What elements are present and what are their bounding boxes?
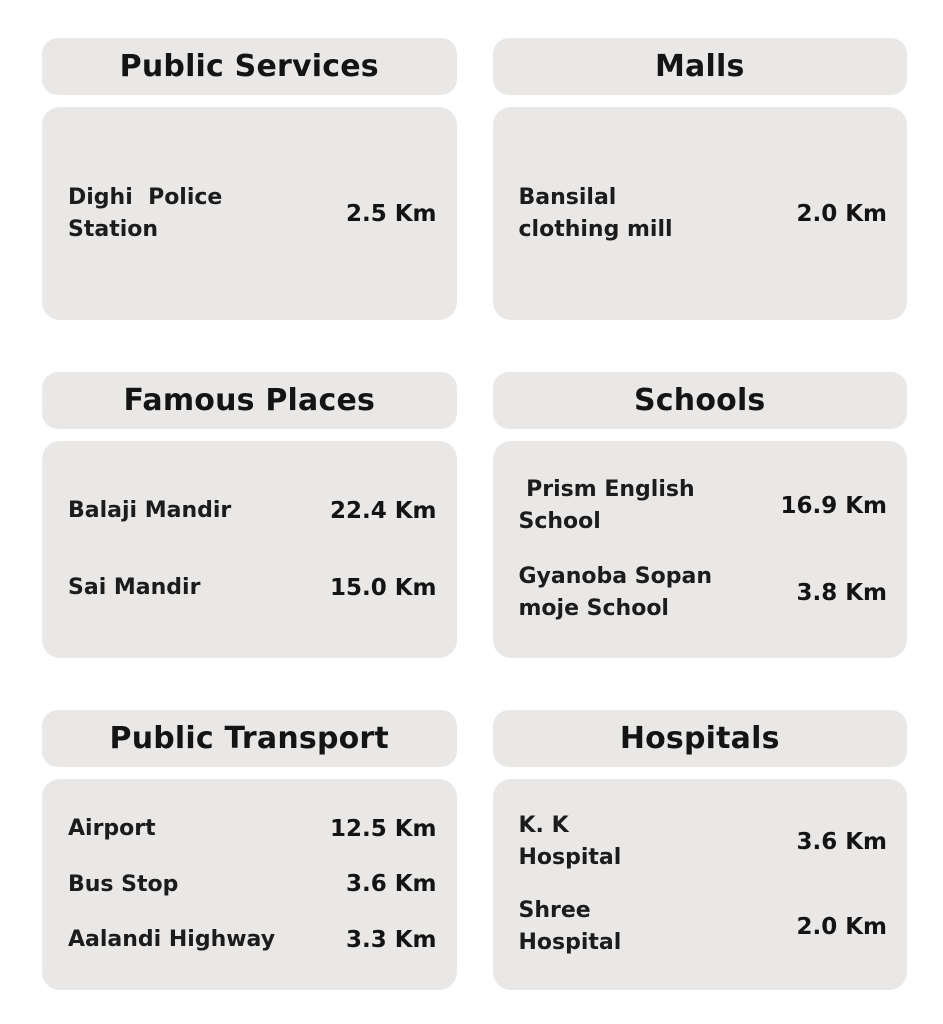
- place-name: Shree Hospital: [518, 898, 622, 955]
- section-header-hospitals: Hospitals: [492, 710, 907, 767]
- place-name: Prism English School: [518, 477, 695, 535]
- place-distance: 12.5 Km: [329, 815, 437, 842]
- place-row: Aalandi Highway 3.3 Km: [68, 924, 437, 956]
- place-distance: 16.9 Km: [780, 493, 887, 520]
- place-name: Sai Mandir: [68, 574, 201, 600]
- place-distance: 3.3 Km: [345, 927, 437, 954]
- place-row: Shree Hospital 2.0 Km: [519, 895, 888, 959]
- section-title: Malls: [654, 49, 745, 84]
- place-distance: 2.5 Km: [345, 200, 437, 227]
- place-distance: 3.8 Km: [796, 579, 887, 606]
- section-title: Public Services: [119, 49, 379, 84]
- place-distance: 2.0 Km: [796, 200, 887, 227]
- place-name: Aalandi Highway: [68, 927, 276, 953]
- place-row: Airport 12.5 Km: [68, 813, 437, 845]
- section-public-transport: Public Transport Airport 12.5 Km Bus Sto…: [42, 710, 457, 990]
- section-body-public-transport: Airport 12.5 Km Bus Stop 3.6 Km Aalandi …: [42, 779, 457, 990]
- section-body-malls: Bansilal clothing mill 2.0 Km: [492, 107, 907, 320]
- place-name: Dighi Police Station: [68, 184, 223, 242]
- place-row: Bus Stop 3.6 Km: [68, 869, 437, 901]
- section-title: Famous Places: [123, 383, 376, 418]
- place-name: Gyanoba Sopan moje School: [518, 564, 713, 621]
- section-title: Schools: [633, 383, 766, 418]
- place-row: Sai Mandir 15.0 Km: [68, 572, 437, 604]
- section-body-public-services: Dighi Police Station 2.5 Km: [42, 107, 457, 320]
- section-header-public-transport: Public Transport: [42, 710, 457, 767]
- place-distance: 2.0 Km: [796, 913, 887, 940]
- section-body-famous-places: Balaji Mandir 22.4 Km Sai Mandir 15.0 Km: [42, 441, 457, 658]
- section-title: Hospitals: [619, 721, 780, 756]
- place-distance: 3.6 Km: [345, 871, 437, 898]
- place-distance: 22.4 Km: [329, 498, 437, 525]
- place-distance: 15.0 Km: [329, 574, 437, 601]
- section-header-public-services: Public Services: [42, 38, 457, 95]
- place-name: Bus Stop: [68, 871, 179, 897]
- place-row: Bansilal clothing mill 2.0 Km: [519, 182, 888, 246]
- section-malls: Malls Bansilal clothing mill 2.0 Km: [492, 38, 907, 320]
- place-row: Gyanoba Sopan moje School 3.8 Km: [519, 561, 888, 625]
- section-hospitals: Hospitals K. K Hospital 3.6 Km Shree Hos…: [492, 710, 907, 990]
- section-public-services: Public Services Dighi Police Station 2.5…: [42, 38, 457, 320]
- section-header-famous-places: Famous Places: [42, 372, 457, 429]
- place-row: Balaji Mandir 22.4 Km: [68, 495, 437, 527]
- place-row: K. K Hospital 3.6 Km: [519, 810, 888, 874]
- place-name: Bansilal clothing mill: [518, 184, 673, 242]
- section-header-malls: Malls: [492, 38, 907, 95]
- place-name: Airport: [68, 815, 156, 841]
- place-row: Dighi Police Station 2.5 Km: [68, 182, 437, 246]
- section-title: Public Transport: [109, 721, 389, 756]
- section-schools: Schools Prism English School 16.9 Km Gya…: [492, 372, 907, 658]
- place-row: Prism English School 16.9 Km: [519, 474, 888, 538]
- section-header-schools: Schools: [492, 372, 907, 429]
- place-distance: 3.6 Km: [796, 829, 887, 856]
- section-body-hospitals: K. K Hospital 3.6 Km Shree Hospital 2.0 …: [492, 779, 907, 990]
- place-name: Balaji Mandir: [68, 498, 232, 524]
- place-name: K. K Hospital: [518, 813, 622, 871]
- section-famous-places: Famous Places Balaji Mandir 22.4 Km Sai …: [42, 372, 457, 658]
- section-body-schools: Prism English School 16.9 Km Gyanoba Sop…: [492, 441, 907, 658]
